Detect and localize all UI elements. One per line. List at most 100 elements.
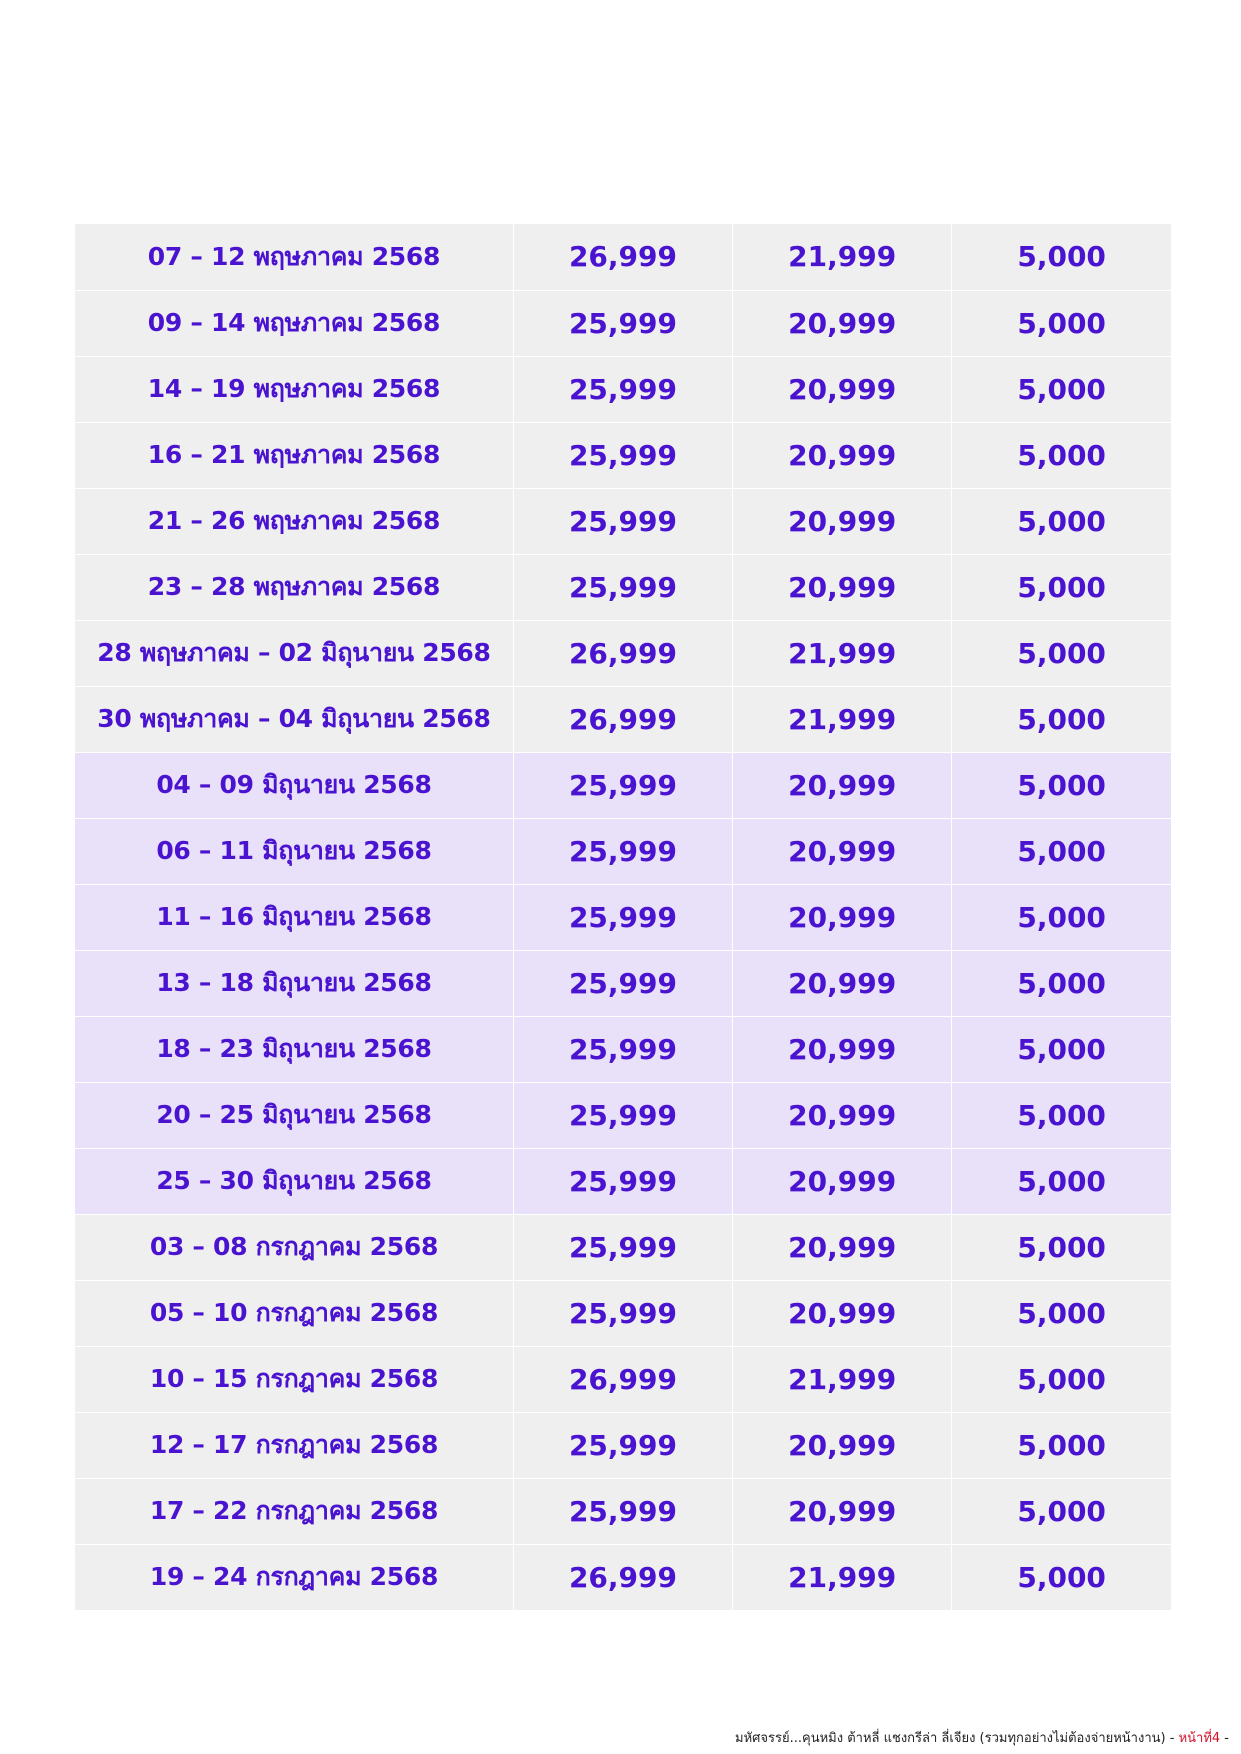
price-c-cell: 5,000	[951, 290, 1171, 357]
price-a-cell: 26,999	[513, 1346, 734, 1413]
table-row: 20 – 25 มิถุนายน 2568 25,999 20,999 5,000	[75, 1082, 1171, 1149]
price-a-cell: 25,999	[513, 356, 734, 423]
price-c-cell: 5,000	[951, 1544, 1171, 1610]
price-b-cell: 20,999	[732, 752, 953, 819]
price-a-cell: 25,999	[513, 1148, 734, 1215]
date-cell: 21 – 26 พฤษภาคม 2568	[75, 488, 514, 555]
date-cell: 30 พฤษภาคม – 04 มิถุนายน 2568	[75, 686, 514, 753]
table-row: 06 – 11 มิถุนายน 2568 25,999 20,999 5,000	[75, 818, 1171, 885]
table-row: 30 พฤษภาคม – 04 มิถุนายน 2568 26,999 21,99…	[75, 686, 1171, 753]
price-a-cell: 25,999	[513, 488, 734, 555]
price-b-cell: 21,999	[732, 1346, 953, 1413]
page-footer: มหัศจรรย์...คุนหมิง ต้าหลี่ แชงกรีล่า ลี…	[735, 1727, 1229, 1748]
table-row: 19 – 24 กรกฎาคม 2568 26,999 21,999 5,000	[75, 1544, 1171, 1610]
price-c-cell: 5,000	[951, 620, 1171, 687]
price-c-cell: 5,000	[951, 1412, 1171, 1479]
price-b-cell: 20,999	[732, 1280, 953, 1347]
price-c-cell: 5,000	[951, 950, 1171, 1017]
price-b-cell: 20,999	[732, 1214, 953, 1281]
table-row: 12 – 17 กรกฎาคม 2568 25,999 20,999 5,000	[75, 1412, 1171, 1479]
price-b-cell: 20,999	[732, 1148, 953, 1215]
price-c-cell: 5,000	[951, 752, 1171, 819]
price-c-cell: 5,000	[951, 686, 1171, 753]
price-a-cell: 25,999	[513, 1016, 734, 1083]
price-table-body: 07 – 12 พฤษภาคม 2568 26,999 21,999 5,000 09 …	[75, 224, 1171, 1610]
date-cell: 28 พฤษภาคม – 02 มิถุนายน 2568	[75, 620, 514, 687]
price-a-cell: 25,999	[513, 1478, 734, 1545]
date-cell: 18 – 23 มิถุนายน 2568	[75, 1016, 514, 1083]
price-a-cell: 26,999	[513, 1544, 734, 1610]
price-c-cell: 5,000	[951, 1016, 1171, 1083]
table-row: 13 – 18 มิถุนายน 2568 25,999 20,999 5,000	[75, 950, 1171, 1017]
price-c-cell: 5,000	[951, 356, 1171, 423]
table-row: 04 – 09 มิถุนายน 2568 25,999 20,999 5,000	[75, 752, 1171, 819]
price-a-cell: 25,999	[513, 1412, 734, 1479]
price-a-cell: 25,999	[513, 554, 734, 621]
date-cell: 23 – 28 พฤษภาคม 2568	[75, 554, 514, 621]
price-b-cell: 20,999	[732, 884, 953, 951]
date-cell: 20 – 25 มิถุนายน 2568	[75, 1082, 514, 1149]
price-c-cell: 5,000	[951, 1478, 1171, 1545]
price-b-cell: 20,999	[732, 1016, 953, 1083]
table-row: 17 – 22 กรกฎาคม 2568 25,999 20,999 5,000	[75, 1478, 1171, 1545]
price-c-cell: 5,000	[951, 884, 1171, 951]
price-b-cell: 20,999	[732, 488, 953, 555]
price-a-cell: 26,999	[513, 686, 734, 753]
date-cell: 12 – 17 กรกฎาคม 2568	[75, 1412, 514, 1479]
date-cell: 13 – 18 มิถุนายน 2568	[75, 950, 514, 1017]
price-b-cell: 21,999	[732, 620, 953, 687]
price-b-cell: 20,999	[732, 818, 953, 885]
date-cell: 04 – 09 มิถุนายน 2568	[75, 752, 514, 819]
date-cell: 16 – 21 พฤษภาคม 2568	[75, 422, 514, 489]
price-b-cell: 21,999	[732, 1544, 953, 1610]
date-cell: 07 – 12 พฤษภาคม 2568	[75, 224, 514, 291]
price-c-cell: 5,000	[951, 1214, 1171, 1281]
date-cell: 17 – 22 กรกฎาคม 2568	[75, 1478, 514, 1545]
price-b-cell: 20,999	[732, 422, 953, 489]
price-b-cell: 20,999	[732, 1412, 953, 1479]
price-b-cell: 20,999	[732, 356, 953, 423]
price-b-cell: 20,999	[732, 290, 953, 357]
table-row: 18 – 23 มิถุนายน 2568 25,999 20,999 5,000	[75, 1016, 1171, 1083]
price-a-cell: 25,999	[513, 818, 734, 885]
price-table: 07 – 12 พฤษภาคม 2568 26,999 21,999 5,000 09 …	[75, 224, 1171, 1610]
price-c-cell: 5,000	[951, 422, 1171, 489]
table-row: 16 – 21 พฤษภาคม 2568 25,999 20,999 5,000	[75, 422, 1171, 489]
price-a-cell: 25,999	[513, 1214, 734, 1281]
price-b-cell: 20,999	[732, 950, 953, 1017]
date-cell: 05 – 10 กรกฎาคม 2568	[75, 1280, 514, 1347]
table-row: 23 – 28 พฤษภาคม 2568 25,999 20,999 5,000	[75, 554, 1171, 621]
footer-suffix: -	[1220, 1731, 1229, 1746]
date-cell: 09 – 14 พฤษภาคม 2568	[75, 290, 514, 357]
date-cell: 19 – 24 กรกฎาคม 2568	[75, 1544, 514, 1610]
price-a-cell: 25,999	[513, 422, 734, 489]
price-c-cell: 5,000	[951, 1280, 1171, 1347]
price-a-cell: 25,999	[513, 752, 734, 819]
table-row: 14 – 19 พฤษภาคม 2568 25,999 20,999 5,000	[75, 356, 1171, 423]
date-cell: 10 – 15 กรกฎาคม 2568	[75, 1346, 514, 1413]
date-cell: 03 – 08 กรกฎาคม 2568	[75, 1214, 514, 1281]
price-a-cell: 26,999	[513, 224, 734, 291]
price-b-cell: 20,999	[732, 1082, 953, 1149]
date-cell: 06 – 11 มิถุนายน 2568	[75, 818, 514, 885]
table-row: 21 – 26 พฤษภาคม 2568 25,999 20,999 5,000	[75, 488, 1171, 555]
price-b-cell: 21,999	[732, 224, 953, 291]
price-a-cell: 26,999	[513, 620, 734, 687]
date-cell: 11 – 16 มิถุนายน 2568	[75, 884, 514, 951]
price-a-cell: 25,999	[513, 290, 734, 357]
price-c-cell: 5,000	[951, 1082, 1171, 1149]
price-c-cell: 5,000	[951, 818, 1171, 885]
table-row: 11 – 16 มิถุนายน 2568 25,999 20,999 5,000	[75, 884, 1171, 951]
footer-text: มหัศจรรย์...คุนหมิง ต้าหลี่ แชงกรีล่า ลี…	[735, 1731, 1179, 1746]
price-c-cell: 5,000	[951, 1148, 1171, 1215]
table-row: 10 – 15 กรกฎาคม 2568 26,999 21,999 5,000	[75, 1346, 1171, 1413]
price-a-cell: 25,999	[513, 1082, 734, 1149]
table-row: 07 – 12 พฤษภาคม 2568 26,999 21,999 5,000	[75, 224, 1171, 291]
date-cell: 14 – 19 พฤษภาคม 2568	[75, 356, 514, 423]
table-row: 05 – 10 กรกฎาคม 2568 25,999 20,999 5,000	[75, 1280, 1171, 1347]
date-cell: 25 – 30 มิถุนายน 2568	[75, 1148, 514, 1215]
price-c-cell: 5,000	[951, 554, 1171, 621]
price-a-cell: 25,999	[513, 1280, 734, 1347]
table-row: 28 พฤษภาคม – 02 มิถุนายน 2568 26,999 21,99…	[75, 620, 1171, 687]
price-c-cell: 5,000	[951, 224, 1171, 291]
